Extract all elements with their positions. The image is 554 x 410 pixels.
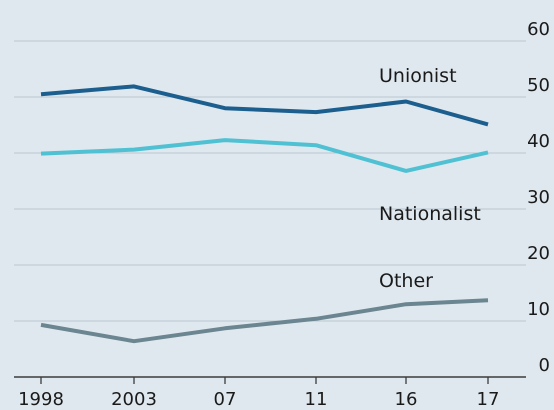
series-line-unionist — [41, 86, 488, 124]
series-line-nationalist — [41, 140, 488, 171]
x-tick-label-1998: 1998 — [18, 389, 64, 406]
x-tick-label-17: 17 — [477, 389, 500, 406]
x-tick-label-11: 11 — [305, 389, 328, 406]
x-tick-label-16: 16 — [395, 389, 418, 406]
y-tick-label-50: 50 — [527, 75, 550, 96]
x-axis-ticks: 1998 2003 07 11 16 17 — [18, 377, 499, 406]
y-tick-label-10: 10 — [527, 299, 550, 320]
series-label-unionist: Unionist — [379, 65, 457, 87]
y-tick-label-0: 0 — [539, 355, 550, 376]
series-labels: Unionist Nationalist Other — [379, 65, 481, 292]
y-tick-label-30: 30 — [527, 187, 550, 208]
series-label-other: Other — [379, 270, 433, 292]
y-axis-ticks: 0 10 20 30 40 50 60 — [527, 19, 550, 376]
series-label-nationalist: Nationalist — [379, 203, 481, 225]
x-tick-label-2003: 2003 — [111, 389, 157, 406]
x-tick-label-07: 07 — [214, 389, 237, 406]
y-tick-label-60: 60 — [527, 19, 550, 40]
y-tick-label-40: 40 — [527, 131, 550, 152]
y-tick-label-20: 20 — [527, 243, 550, 264]
